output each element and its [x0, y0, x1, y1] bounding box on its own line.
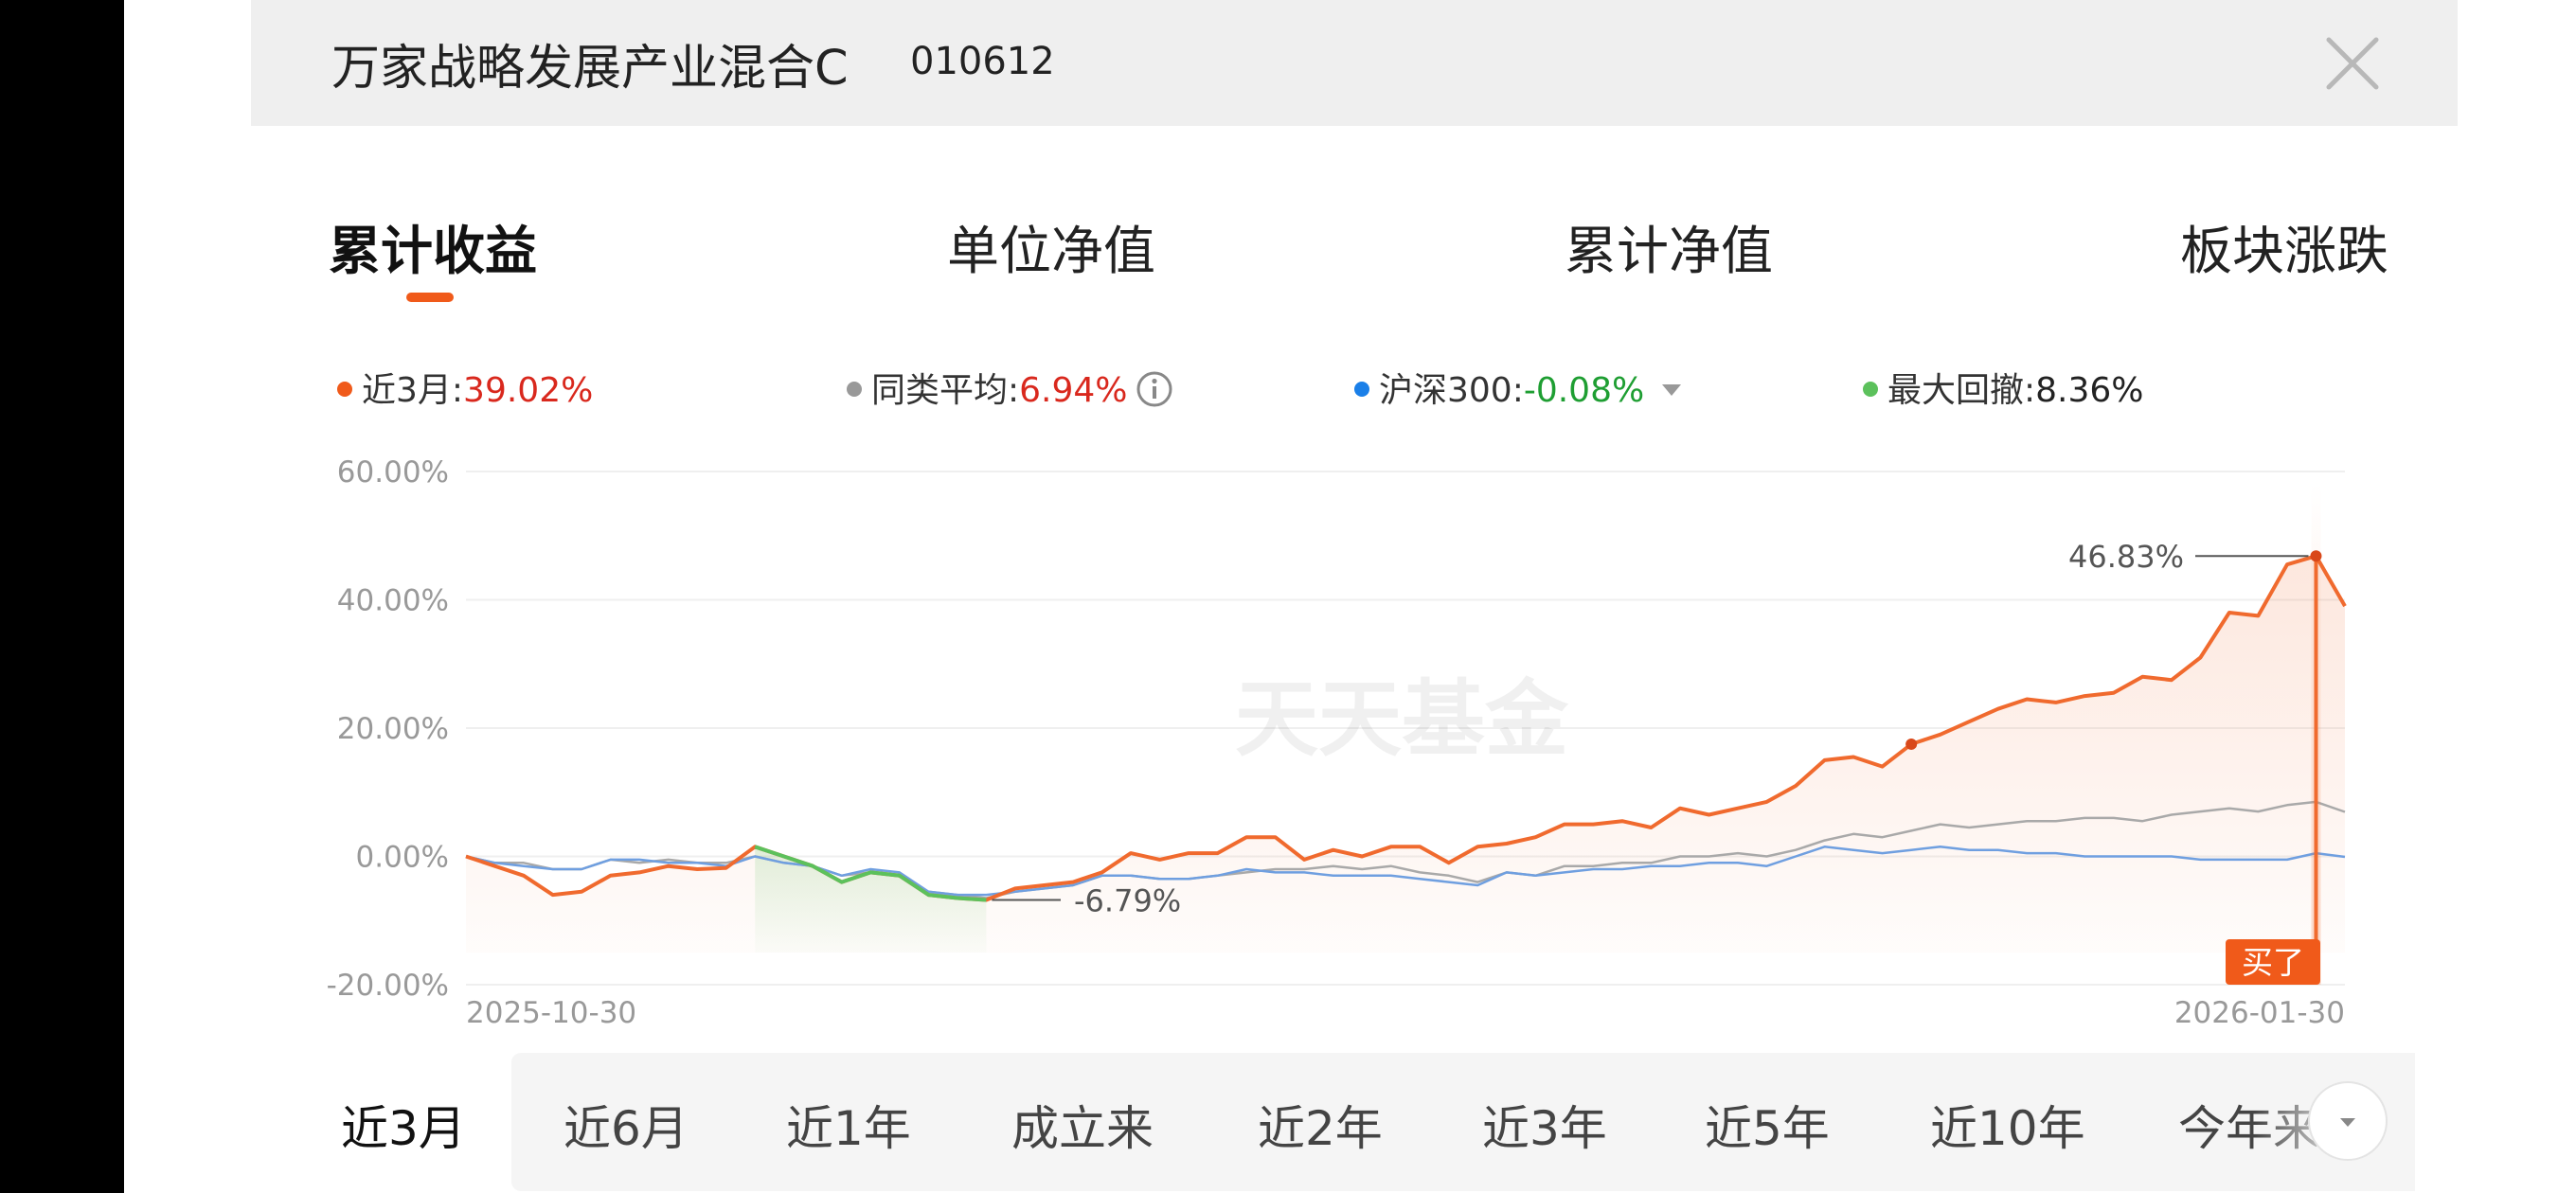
fund-header: 万家战略发展产业混合C 010612 — [251, 0, 2458, 126]
index-dot-icon — [1354, 382, 1369, 397]
chart-lines — [465, 554, 2347, 902]
min-label: -6.79% — [1074, 883, 1181, 919]
x-end-label: 2026-01-30 — [2174, 996, 2345, 1030]
tab-unit-nav[interactable]: 单位净值 — [947, 221, 1156, 281]
range-1y[interactable]: 近1年 — [786, 1101, 911, 1156]
legend-max-drawdown-value: 8.36% — [2035, 371, 2144, 410]
legend-max-drawdown-label: 最大回撤: — [1887, 371, 2036, 410]
range-since-inception[interactable]: 成立来 — [1011, 1101, 1154, 1156]
active-tab-indicator — [406, 293, 454, 302]
legend-fund-label: 近3月: — [362, 371, 464, 410]
range-2y[interactable]: 近2年 — [1258, 1101, 1383, 1156]
legend-index-value: -0.08% — [1523, 371, 1645, 410]
x-start-label: 2025-10-30 — [466, 996, 636, 1030]
close-icon[interactable] — [2323, 34, 2382, 93]
legend-max-drawdown: 最大回撤:8.36% — [1863, 363, 2144, 412]
range-6m[interactable]: 近6月 — [564, 1101, 689, 1156]
max-point — [2310, 550, 2322, 562]
legend-category-avg-value: 6.94% — [1019, 371, 1128, 410]
drawdown-dot-icon — [1863, 382, 1878, 397]
y-tick-label: 0.00% — [356, 841, 449, 875]
info-icon[interactable] — [1136, 370, 1173, 408]
buy-badge-label: 买了 — [2242, 944, 2304, 981]
caret-down-icon[interactable] — [1661, 383, 1682, 397]
chart-marks: 46.83% -6.79% 买了 — [992, 483, 2322, 985]
range-3m[interactable]: 近3月 — [341, 1101, 466, 1156]
black-side-bar — [0, 0, 124, 1193]
legend-fund: 近3月:39.02% — [337, 363, 593, 412]
max-label: 46.83% — [2068, 539, 2184, 575]
legend-category-avg: 同类平均:6.94% — [847, 363, 1173, 412]
range-selector-bar — [511, 1053, 2415, 1191]
legend-index[interactable]: 沪深300:-0.08% — [1354, 363, 1682, 412]
chart-tabs: 累计收益 单位净值 累计净值 板块涨跌 — [251, 208, 2458, 312]
tab-cumulative-nav[interactable]: 累计净值 — [1565, 221, 1774, 281]
y-tick-label: 40.00% — [337, 584, 449, 618]
return-chart[interactable]: 60.00% 40.00% 20.00% 0.00% -20.00% 天天基金 46.8… — [0, 445, 2576, 1051]
chart-grid: 60.00% 40.00% 20.00% 0.00% -20.00% — [327, 455, 2345, 1003]
buy-badge — [2226, 939, 2320, 985]
range-3y[interactable]: 近3年 — [1482, 1101, 1607, 1156]
fund-dot-icon — [337, 382, 352, 397]
tab-sector-change[interactable]: 板块涨跌 — [2180, 221, 2389, 281]
index-line — [465, 846, 2346, 897]
drawdown-line — [754, 845, 987, 902]
trade-point — [1905, 738, 1918, 750]
category-avg-dot-icon — [847, 382, 862, 397]
y-tick-label: 20.00% — [337, 712, 449, 746]
y-tick-label: 60.00% — [337, 455, 449, 490]
range-5y[interactable]: 近5年 — [1705, 1101, 1830, 1156]
more-ranges-button[interactable] — [2308, 1081, 2388, 1161]
legend-category-avg-label: 同类平均: — [871, 371, 1020, 410]
y-tick-label: -20.00% — [327, 969, 449, 1003]
range-10y[interactable]: 近10年 — [1930, 1101, 2085, 1156]
legend-fund-value: 39.02% — [463, 371, 594, 410]
fund-code: 010612 — [910, 40, 1055, 83]
chevron-down-icon — [2340, 1118, 2355, 1127]
watermark-text: 天天基金 — [1235, 669, 1569, 768]
tab-cumulative-return[interactable]: 累计收益 — [329, 221, 538, 281]
legend-index-label: 沪深300: — [1379, 371, 1524, 410]
fund-name: 万家战略发展产业混合C — [331, 41, 849, 97]
drawdown-area — [755, 846, 987, 953]
